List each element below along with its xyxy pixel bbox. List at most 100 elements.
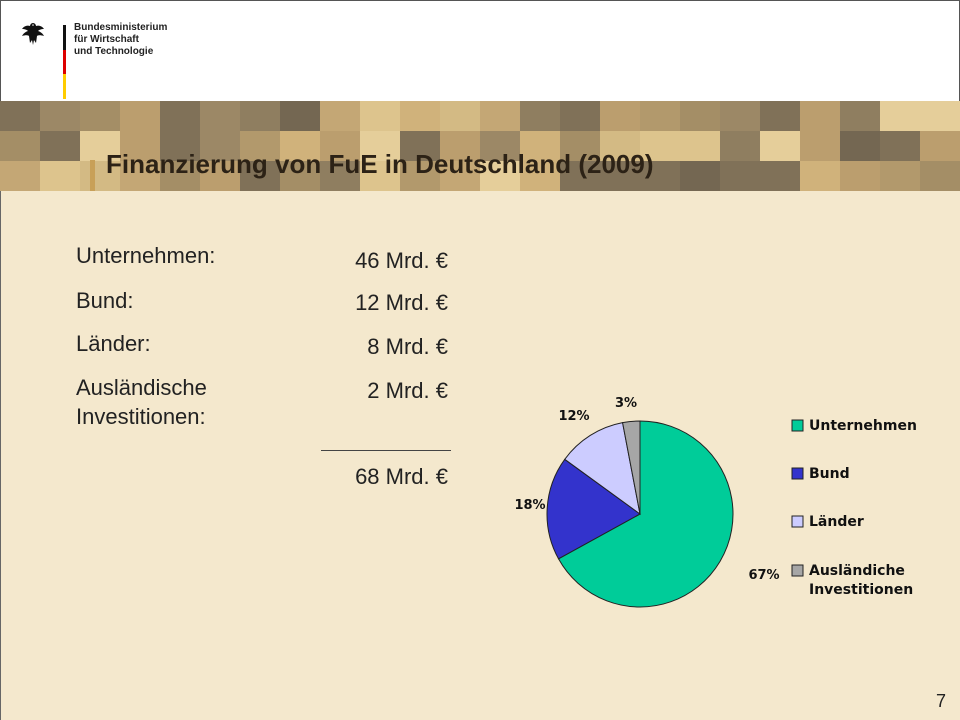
banner-tile xyxy=(200,161,240,191)
banner-tile xyxy=(680,161,720,191)
banner-tile xyxy=(560,101,600,131)
banner-tile xyxy=(120,131,160,161)
banner-tile xyxy=(520,131,560,161)
value-total: 68 Mrd. € xyxy=(355,464,448,489)
banner-tile xyxy=(400,131,440,161)
pie-data-label-2: 12% xyxy=(558,409,589,424)
pie-data-label-0: 67% xyxy=(748,568,779,583)
value-bund: 12 Mrd. € xyxy=(355,290,448,315)
banner-tile xyxy=(760,131,800,161)
banner-tile xyxy=(880,161,920,191)
legend-swatch-2 xyxy=(791,515,804,528)
banner-tile xyxy=(720,101,760,131)
banner-tile xyxy=(800,101,840,131)
banner-tile xyxy=(400,101,440,131)
legend-label-0: Unternehmen xyxy=(809,418,917,434)
banner-tile xyxy=(80,101,120,131)
banner-tile xyxy=(800,131,840,161)
banner-tile xyxy=(0,101,40,131)
pie-slice-3 xyxy=(621,420,641,515)
value-auslaendische-investitionen: 2 Mrd. € xyxy=(367,378,448,403)
banner-tile xyxy=(840,161,880,191)
banner-tile xyxy=(160,131,200,161)
legend-swatch-3 xyxy=(791,564,804,577)
pie-chart: 67% 18% 12% 3% Unternehmen Bund Länder Ausländi… xyxy=(514,396,917,608)
sum-separator xyxy=(321,450,451,451)
banner-tile xyxy=(240,161,280,191)
pie-data-label-1: 18% xyxy=(514,498,545,513)
banner-tile xyxy=(440,131,480,161)
label-laender: Länder: xyxy=(76,331,151,356)
banner-tile xyxy=(440,101,480,131)
banner-tile xyxy=(880,131,920,161)
eagle-icon xyxy=(22,23,44,45)
banner-tile xyxy=(720,161,760,191)
banner-tile xyxy=(120,101,160,131)
pie-slice-2 xyxy=(564,422,641,516)
banner-tile xyxy=(280,161,320,191)
banner-tile xyxy=(280,101,320,131)
banner-tile xyxy=(200,101,240,131)
legend-label-2: Länder xyxy=(809,514,864,530)
banner-tile xyxy=(40,131,80,161)
pie-slice-1 xyxy=(546,458,641,560)
banner-overlay xyxy=(0,101,960,191)
slide-content xyxy=(0,191,960,720)
banner-tile xyxy=(720,131,760,161)
banner-tile xyxy=(680,101,720,131)
banner-tile xyxy=(560,161,600,191)
banner-tile xyxy=(80,161,120,191)
banner-tile xyxy=(280,131,320,161)
banner-tile xyxy=(880,101,920,131)
label-unternehmen: Unternehmen: xyxy=(76,243,216,268)
banner-tile xyxy=(600,131,640,161)
banner-tile xyxy=(160,161,200,191)
banner-tile xyxy=(640,161,680,191)
banner-tile xyxy=(160,101,200,131)
flag-stripe xyxy=(63,25,66,99)
banner-tile xyxy=(360,161,400,191)
title-banner xyxy=(0,101,960,191)
header: Bundesministerium für Wirtschaft und Tec… xyxy=(0,0,960,101)
banner-tile xyxy=(640,131,680,161)
ministry-logo: Bundesministerium für Wirtschaft und Tec… xyxy=(17,19,167,99)
title-accent-bar xyxy=(90,160,95,191)
banner-tile xyxy=(240,101,280,131)
banner-tile xyxy=(920,131,960,161)
banner-tile xyxy=(360,101,400,131)
banner-tile xyxy=(400,161,440,191)
banner-tile xyxy=(520,161,560,191)
banner-tile xyxy=(0,161,40,191)
banner-tile xyxy=(440,161,480,191)
banner-tile xyxy=(760,101,800,131)
banner-tile xyxy=(40,161,80,191)
banner-tile xyxy=(200,131,240,161)
banner-tile xyxy=(800,161,840,191)
ministry-name: Bundesministerium für Wirtschaft und Tec… xyxy=(74,22,168,57)
page-number: 7 xyxy=(935,691,946,711)
banner-tile xyxy=(240,131,280,161)
label-auslaendische-investitionen: Ausländische Investitionen: xyxy=(76,375,207,429)
banner-tile xyxy=(360,131,400,161)
banner-tile xyxy=(480,161,520,191)
value-unternehmen: 46 Mrd. € xyxy=(355,248,448,273)
banner-tile xyxy=(320,161,360,191)
page-title: Finanzierung von FuE in Deutschland (200… xyxy=(106,149,654,179)
banner-tile xyxy=(480,101,520,131)
label-bund: Bund: xyxy=(76,288,134,313)
pie-data-label-3: 3% xyxy=(615,396,637,411)
legend-label-3: Ausländiche Investitionen xyxy=(809,563,913,598)
banner-tile xyxy=(640,101,680,131)
banner-tile xyxy=(320,131,360,161)
banner-tile xyxy=(920,101,960,131)
banner-tile xyxy=(600,161,640,191)
legend-label-1: Bund xyxy=(809,466,850,482)
banner-tile xyxy=(920,161,960,191)
banner-tile xyxy=(0,131,40,161)
banner-tile xyxy=(40,101,80,131)
banner-tile xyxy=(560,131,600,161)
banner-tile xyxy=(840,131,880,161)
banner-tile xyxy=(840,101,880,131)
value-laender: 8 Mrd. € xyxy=(367,334,448,359)
legend-swatch-1 xyxy=(791,467,804,480)
